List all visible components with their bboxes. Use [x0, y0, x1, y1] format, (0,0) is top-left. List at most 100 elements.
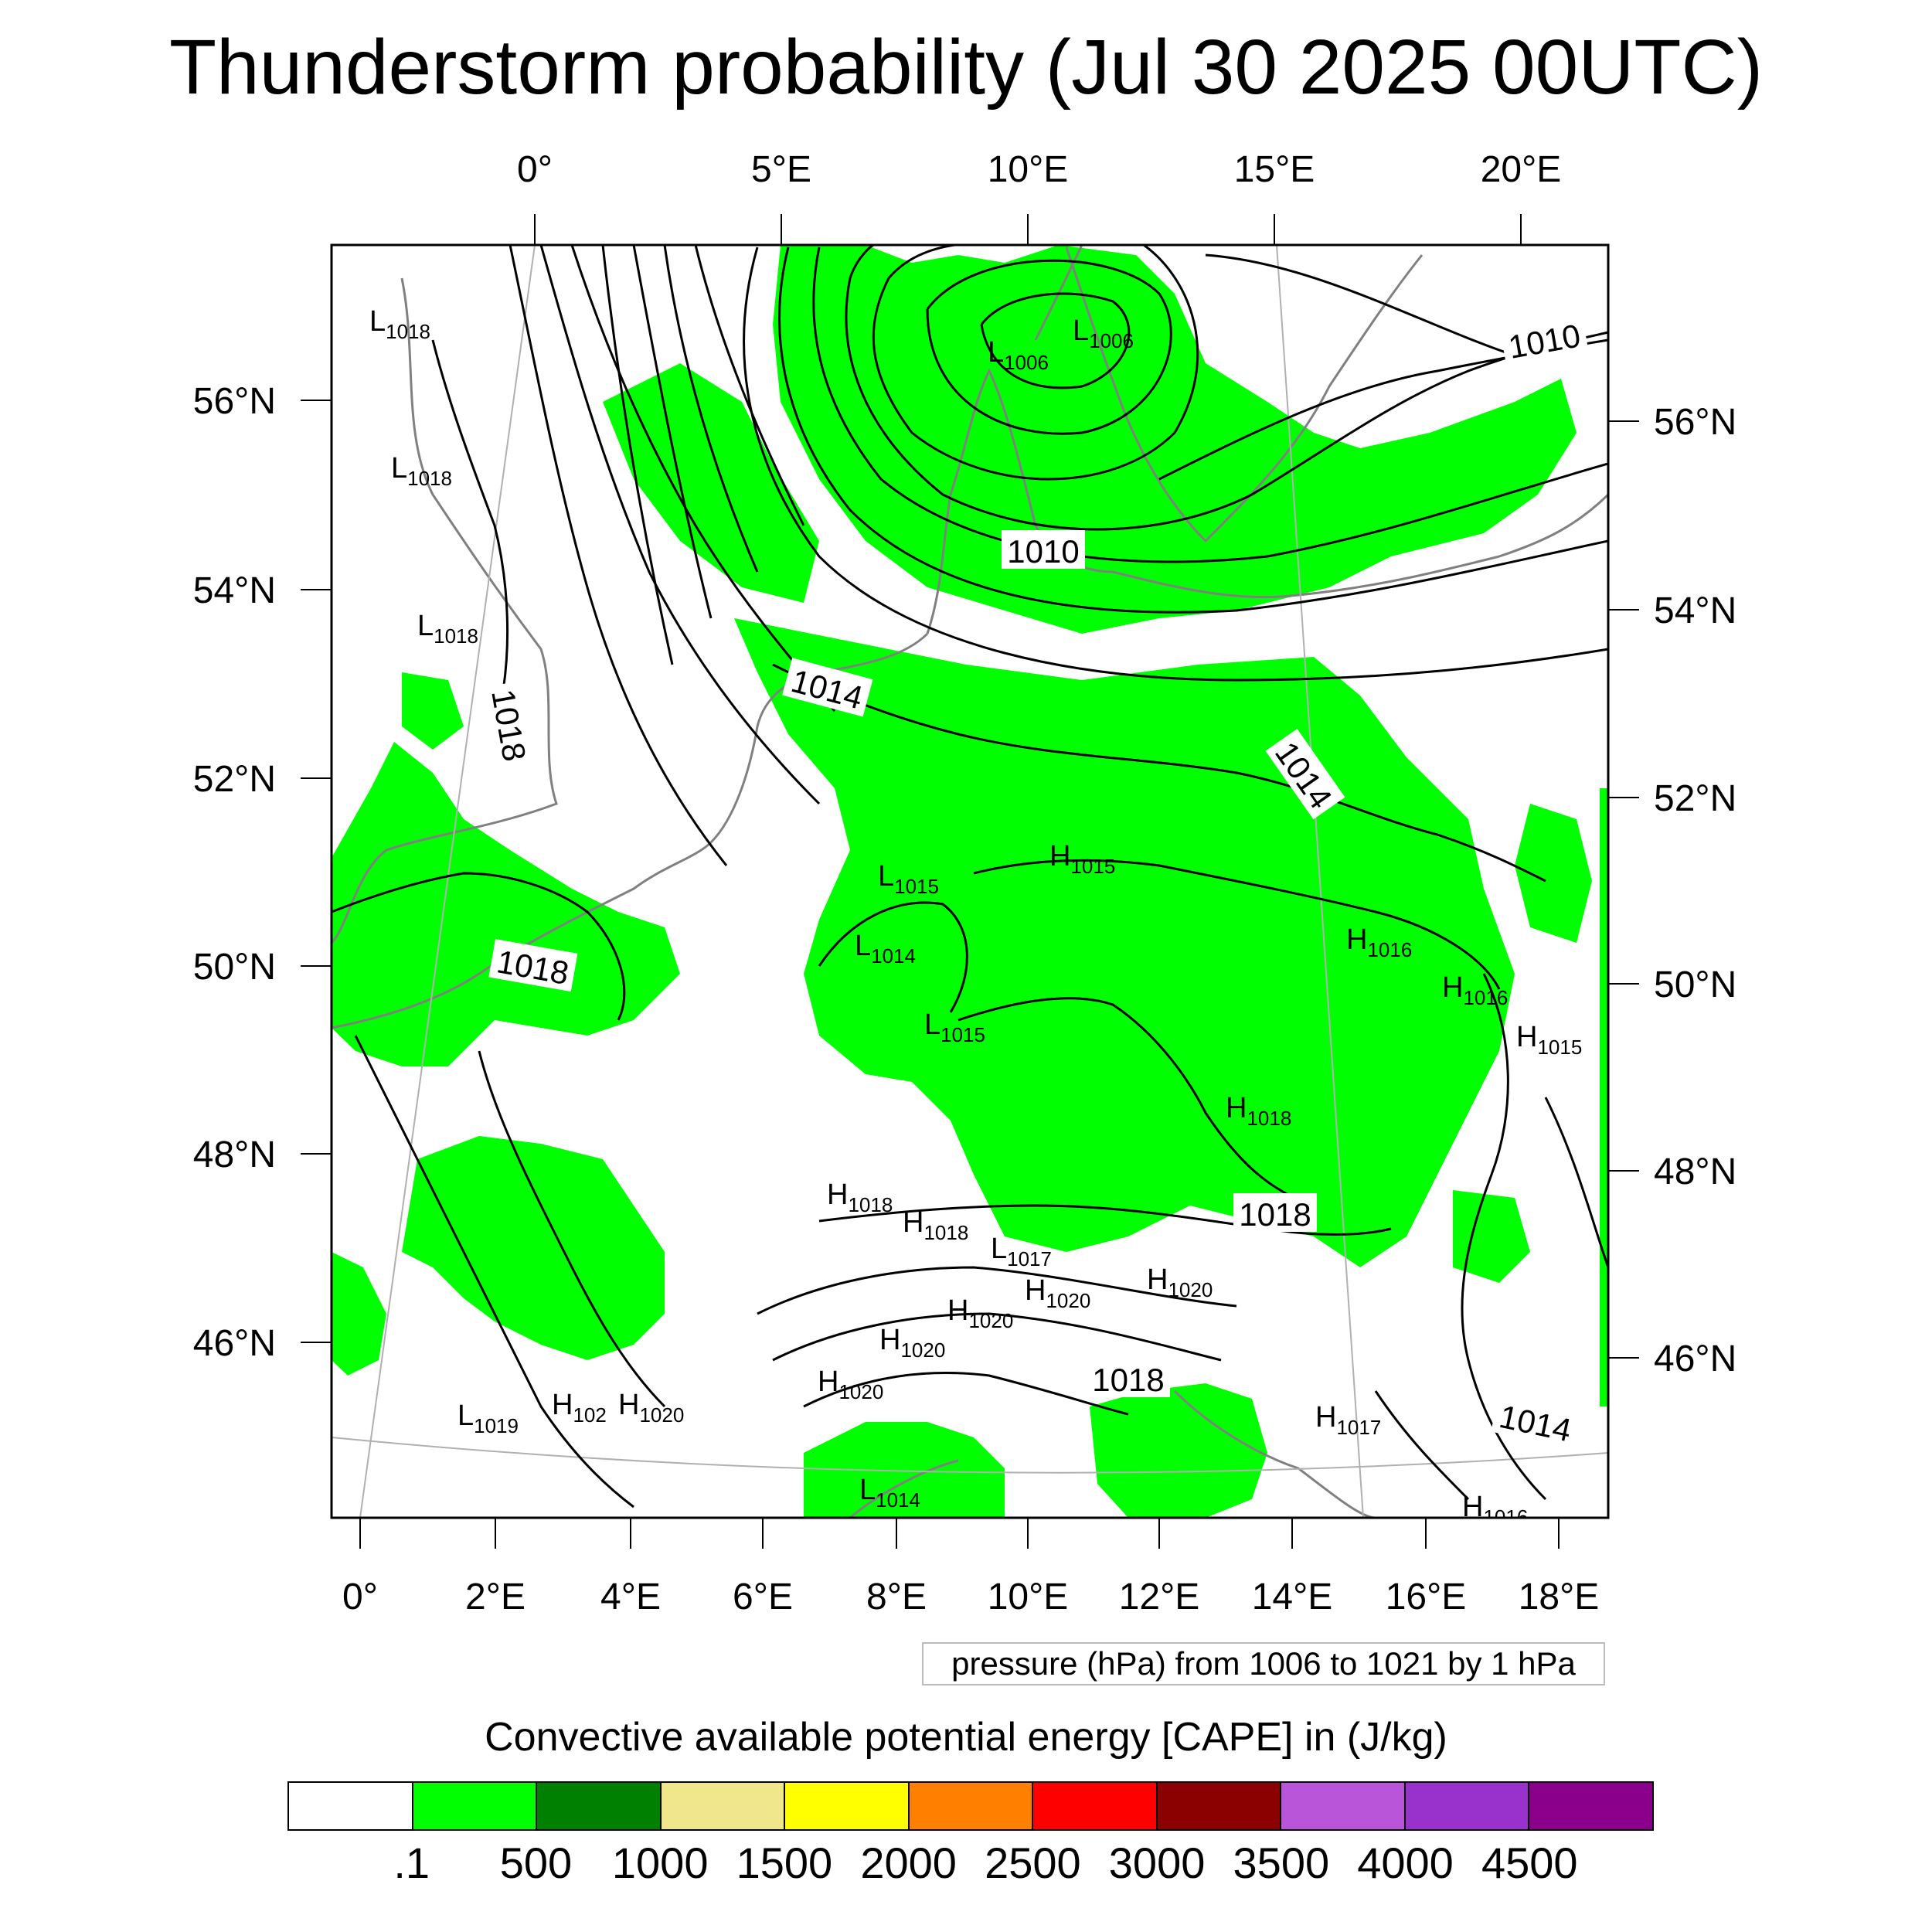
low-pressure-center: L1014: [859, 1474, 920, 1512]
left-lat-label: 52°N: [193, 759, 276, 800]
left-lat-label: 46°N: [193, 1323, 276, 1364]
cape-area-far-sw: [332, 1252, 386, 1376]
low-pressure-center: L1006: [988, 336, 1049, 374]
colorbar-swatch: [785, 1783, 910, 1829]
coast-lowcountries: [709, 632, 929, 844]
isobar-label: 1018: [484, 680, 537, 770]
isobar-1018-uk: [431, 339, 509, 696]
bottom-lon-labels: 0° 2°E 4°E 6°E 8°E 10°E 12°E 14°E 16°E 1…: [342, 1577, 1599, 1617]
isobar-ring-1: [926, 259, 1172, 435]
cape-area-britain-east: [402, 672, 464, 750]
high-pressure-center: H1015: [1049, 840, 1115, 878]
bottom-lon-label: 10°E: [988, 1577, 1069, 1617]
high-pressure-center: H1020: [618, 1389, 684, 1427]
isobar-label: 1014: [1491, 1393, 1581, 1449]
colorbar-swatch: [289, 1783, 413, 1829]
isobar-west-5: [601, 245, 713, 665]
pressure-center-labels: L1018 L1018 L1018 L1006 L1006 L1015 L1014 L1015…: [369, 305, 1582, 1518]
left-lat-label: 54°N: [193, 570, 276, 611]
cape-area-east-south: [1453, 1190, 1530, 1283]
high-pressure-center: H1015: [1516, 1021, 1582, 1059]
cape-area-west: [332, 742, 680, 1066]
pressure-contour-note: pressure (hPa) from 1006 to 1021 by 1 hP…: [922, 1642, 1605, 1685]
low-pressure-center: L1018: [369, 305, 430, 343]
chart-title: Thunderstorm probability (Jul 30 2025 00…: [168, 24, 1764, 111]
left-lat-label: 48°N: [193, 1134, 276, 1175]
coast-sweden: [1065, 247, 1423, 543]
high-pressure-center: H1016: [1346, 923, 1412, 961]
low-pressure-center: L1017: [991, 1233, 1052, 1270]
low-pressure-center: L1015: [878, 860, 939, 898]
high-pressure-center: H1020: [1147, 1264, 1213, 1301]
isobars: [332, 245, 1608, 1509]
colorbar-label: 4000: [1357, 1838, 1454, 1887]
colorbar-label: 500: [499, 1838, 573, 1887]
cape-area-south: [1090, 1383, 1267, 1518]
low-pressure-center: L1018: [417, 610, 478, 648]
high-pressure-center: H102: [552, 1389, 607, 1427]
high-pressure-center: H1020: [1025, 1274, 1090, 1312]
high-pressure-center: H1016: [1442, 971, 1508, 1009]
colorbar-label: 3000: [1108, 1838, 1206, 1887]
colorbar-swatch: [909, 1783, 1034, 1829]
low-pressure-center: L1015: [924, 1009, 985, 1046]
bottom-lon-label: 14°E: [1252, 1577, 1333, 1617]
isobar-label: 1018: [1233, 1193, 1317, 1233]
isobar-se: [1374, 1390, 1470, 1501]
low-pressure-center: L1019: [457, 1400, 519, 1437]
isobar-label: 1010: [1002, 530, 1085, 570]
colorbar-label: .1: [393, 1838, 430, 1887]
isobar-central-2: [818, 901, 968, 1013]
isobar-west-france: [354, 1035, 634, 1509]
map-frame: [330, 243, 1610, 1519]
top-lon-labels: 0° 5°E 10°E 15°E 20°E: [517, 149, 1561, 190]
low-pressure-center: L1018: [391, 452, 452, 490]
graticule: [332, 245, 1608, 1518]
isobar-1014: [772, 663, 1546, 883]
top-lon-label: 0°: [517, 149, 553, 190]
cape-area-sw: [402, 1136, 665, 1360]
bottom-lon-label: 0°: [342, 1577, 378, 1617]
bottom-lon-label: 12°E: [1119, 1577, 1200, 1617]
colorbar-label: 4500: [1481, 1838, 1578, 1887]
colorbar-swatch: [661, 1783, 786, 1829]
meridian-0: [359, 245, 536, 1518]
isobar-west-france-2: [478, 1050, 666, 1408]
right-lat-label: 50°N: [1654, 964, 1736, 1005]
coast-france: [332, 841, 713, 1029]
isobar-ring-2: [872, 245, 1199, 481]
right-lat-label: 54°N: [1654, 590, 1736, 631]
colorbar-swatch: [537, 1783, 662, 1829]
high-pressure-center: H1020: [947, 1294, 1013, 1332]
tick-marks: [301, 214, 1639, 1549]
bottom-lon-label: 4°E: [600, 1577, 661, 1617]
isobar-ring-5: [778, 247, 1608, 614]
colorbar-label: 2000: [860, 1838, 957, 1887]
left-lat-labels: 56°N 54°N 52°N 50°N 48°N 46°N: [193, 381, 276, 1364]
left-lat-label: 50°N: [193, 947, 276, 988]
bottom-lon-label: 16°E: [1386, 1577, 1467, 1617]
colorbar-label: 2500: [985, 1838, 1081, 1887]
colorbar-label: 1000: [611, 1838, 709, 1887]
right-lat-label: 46°N: [1654, 1338, 1736, 1379]
top-lon-label: 10°E: [988, 149, 1069, 190]
svg-text:1018: 1018: [1092, 1362, 1164, 1398]
left-lat-label: 56°N: [193, 381, 276, 422]
bottom-lon-label: 18°E: [1519, 1577, 1600, 1617]
coast-baltic: [1112, 493, 1608, 599]
isobar-alps-2: [772, 1312, 1222, 1362]
high-pressure-center: H1018: [1226, 1092, 1291, 1130]
top-lon-label: 20°E: [1481, 149, 1562, 190]
right-lat-label: 56°N: [1654, 402, 1736, 443]
top-lon-label: 5°E: [751, 149, 811, 190]
colorbar-label: 1500: [736, 1838, 833, 1887]
svg-text:1018: 1018: [1239, 1196, 1311, 1233]
cape-area-east: [1515, 804, 1592, 943]
colorbar: [287, 1781, 1654, 1831]
low-pressure-center: L1006: [1073, 315, 1134, 352]
isobar-east: [1461, 973, 1547, 1501]
isobar-label: 1010: [1499, 313, 1589, 366]
colorbar-swatch: [1529, 1783, 1653, 1829]
isobar-west-2: [539, 245, 821, 805]
